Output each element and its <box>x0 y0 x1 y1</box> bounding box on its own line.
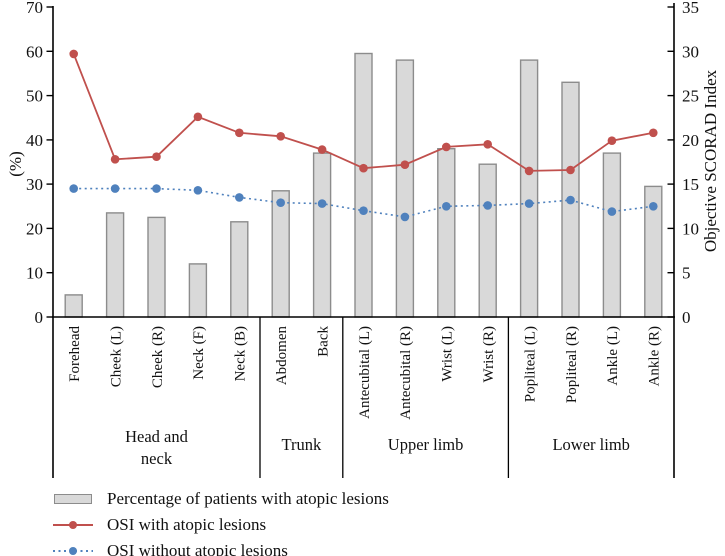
bar <box>312 152 332 318</box>
bar <box>395 59 415 318</box>
left-axis-tick-label: 40 <box>26 131 43 150</box>
category-label: Popliteal (L) <box>522 326 538 402</box>
bar <box>519 59 539 318</box>
osi-without-marker <box>235 193 244 202</box>
osi-without-marker <box>442 202 451 211</box>
bar <box>478 163 497 318</box>
osi-without-marker <box>483 201 493 210</box>
osi-with-marker <box>400 160 410 169</box>
left-axis-tick-label: 20 <box>26 219 43 238</box>
category-label: Cheek (L) <box>108 326 124 387</box>
left-axis-tick-label: 50 <box>26 87 43 106</box>
category-label: Back <box>315 326 331 357</box>
osi-with-marker <box>524 166 534 176</box>
bar <box>437 147 456 318</box>
osi-with-marker <box>152 152 161 161</box>
osi-with-marker <box>110 155 120 164</box>
osi-without-marker <box>649 202 658 211</box>
category-label: Ankle (R) <box>647 326 663 386</box>
legend-label-osi-with: OSI with atopic lesions <box>107 515 267 534</box>
osi-without-marker <box>276 198 286 207</box>
legend-label-bars: Percentage of patients with atopic lesio… <box>107 489 389 508</box>
bar <box>105 212 125 318</box>
osi-with-marker <box>649 128 658 138</box>
bar <box>602 152 622 318</box>
group-label: Upper limb <box>388 435 464 454</box>
right-axis-tick-label: 10 <box>682 219 699 238</box>
group-label: Lower limb <box>552 435 629 454</box>
category-label: Wrist (L) <box>440 326 456 382</box>
group-label: neck <box>141 449 173 468</box>
left-axis-title: (%) <box>6 151 25 177</box>
red-line-swatch-icon <box>52 518 94 532</box>
right-axis-tick-label: 30 <box>682 42 699 61</box>
osi-with-marker <box>317 145 327 154</box>
osi-without-marker <box>193 186 203 195</box>
osi-without-marker <box>359 206 368 215</box>
category-label: Cheek (R) <box>150 326 166 388</box>
left-axis-tick-label: 70 <box>26 0 43 17</box>
osi-without-marker <box>566 195 575 205</box>
right-axis-tick-label: 25 <box>682 87 699 106</box>
category-label: Popliteal (R) <box>564 326 580 403</box>
category-label: Wrist (R) <box>481 326 497 382</box>
bar <box>64 294 83 318</box>
osi-without-marker <box>152 184 161 193</box>
osi-with-marker <box>359 163 368 173</box>
bar-swatch-icon <box>52 492 94 506</box>
right-axis-tick-label: 5 <box>682 264 691 283</box>
left-axis-tick-label: 0 <box>35 308 44 327</box>
category-label: Ankle (L) <box>605 326 621 386</box>
bar <box>147 216 166 318</box>
osi-without-marker <box>607 207 617 216</box>
osi-with-marker <box>566 165 575 175</box>
category-label: Neck (F) <box>191 326 207 380</box>
osi-with-marker <box>607 136 617 145</box>
legend-item-osi-with: OSI with atopic lesions <box>52 515 389 535</box>
legend: Percentage of patients with atopic lesio… <box>52 489 389 556</box>
right-axis-tick-label: 35 <box>682 0 699 17</box>
osi-with-marker <box>483 140 493 149</box>
category-label: Neck (B) <box>233 326 249 381</box>
group-label: Head and <box>125 427 189 446</box>
legend-item-osi-without: OSI without atopic lesions <box>52 541 389 556</box>
left-axis-tick-label: 30 <box>26 175 43 194</box>
osi-without-marker <box>317 199 327 208</box>
legend-item-bars: Percentage of patients with atopic lesio… <box>52 489 389 509</box>
osi-without-marker <box>110 184 120 193</box>
category-label: Abdomen <box>274 326 290 386</box>
right-axis-tick-label: 15 <box>682 175 699 194</box>
category-label: Antecubital (R) <box>398 326 414 420</box>
osi-without-marker <box>400 212 410 222</box>
legend-label-osi-without: OSI without atopic lesions <box>107 541 288 556</box>
osi-with-marker <box>235 128 244 138</box>
group-label: Trunk <box>282 435 322 454</box>
osi-without-marker <box>69 184 78 193</box>
osi-with-marker <box>276 132 286 141</box>
category-label: Forehead <box>67 326 83 382</box>
blue-dotted-swatch-icon <box>52 544 94 556</box>
osi-with-marker <box>193 112 203 122</box>
osi-without-marker <box>524 199 534 208</box>
left-axis-tick-label: 60 <box>26 42 43 61</box>
left-axis-tick-label: 10 <box>26 264 43 283</box>
bar <box>188 263 208 318</box>
right-axis-title: Objective SCORAD Index <box>701 69 720 253</box>
bar <box>354 52 373 318</box>
osi-with-marker <box>69 49 78 59</box>
osi-with-marker <box>442 142 451 152</box>
right-axis-tick-label: 20 <box>682 131 699 150</box>
category-label: Antecubital (L) <box>357 326 373 419</box>
bar <box>230 221 249 318</box>
right-axis-tick-label: 0 <box>682 308 691 327</box>
bar <box>271 190 290 318</box>
